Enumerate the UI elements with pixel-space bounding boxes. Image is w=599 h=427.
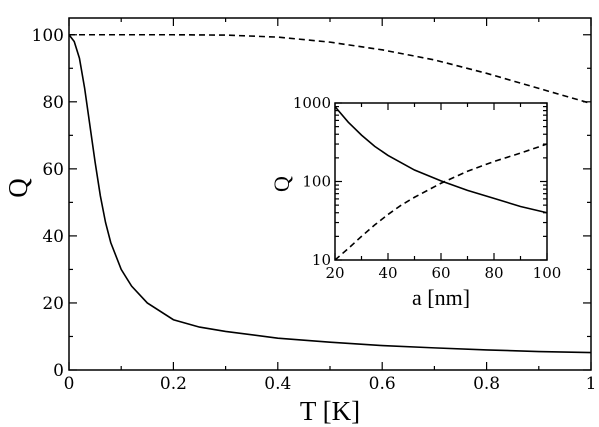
inset-tick-labels: 20 40 60 80 100 10 100 1000 (293, 94, 562, 282)
inset-y-tick-label: 10 (312, 251, 331, 269)
inset-plot: 20 40 60 80 100 10 100 1000 a [nm] Q (269, 94, 561, 310)
main-series-solid-line (68, 34, 592, 354)
main-x-tick-label: 0.6 (369, 374, 396, 394)
main-x-tick-label: 1 (586, 374, 597, 394)
main-x-tick-label: 0.4 (264, 374, 291, 394)
main-y-tick-label: 100 (32, 26, 64, 46)
inset-x-tick-label: 100 (533, 264, 562, 282)
inset-plot-frame (334, 102, 548, 261)
inset-y-tick-label: 1000 (293, 94, 331, 112)
inset-x-tick-label: 40 (378, 264, 397, 282)
inset-x-tick-label: 20 (325, 264, 344, 282)
main-y-tick-label: 60 (42, 160, 64, 180)
main-x-tick-label: 0 (64, 374, 75, 394)
main-y-tick-label: 20 (42, 294, 64, 314)
main-x-tick-label: 0.2 (160, 374, 187, 394)
main-series-dashed-line (69, 33, 592, 105)
main-y-tick-label: 0 (53, 361, 64, 381)
inset-series-solid-line (334, 106, 548, 214)
main-y-axis-title: Q (3, 178, 33, 198)
main-x-axis-title: T [K] (300, 396, 360, 426)
main-x-tick-label: 0.8 (473, 374, 500, 394)
main-series (68, 33, 592, 354)
inset-y-tick-label: 100 (302, 173, 331, 191)
inset-x-tick-label: 80 (484, 264, 503, 282)
main-y-tick-label: 40 (42, 227, 64, 247)
inset-y-axis-title: Q (269, 176, 294, 192)
main-y-tick-label: 80 (42, 93, 64, 113)
inset-x-tick-label: 60 (431, 264, 450, 282)
inset-series-dashed-line (334, 143, 548, 261)
inset-x-axis-title: a [nm] (412, 285, 470, 310)
inset-series (334, 106, 548, 261)
main-plot-frame (68, 17, 592, 371)
